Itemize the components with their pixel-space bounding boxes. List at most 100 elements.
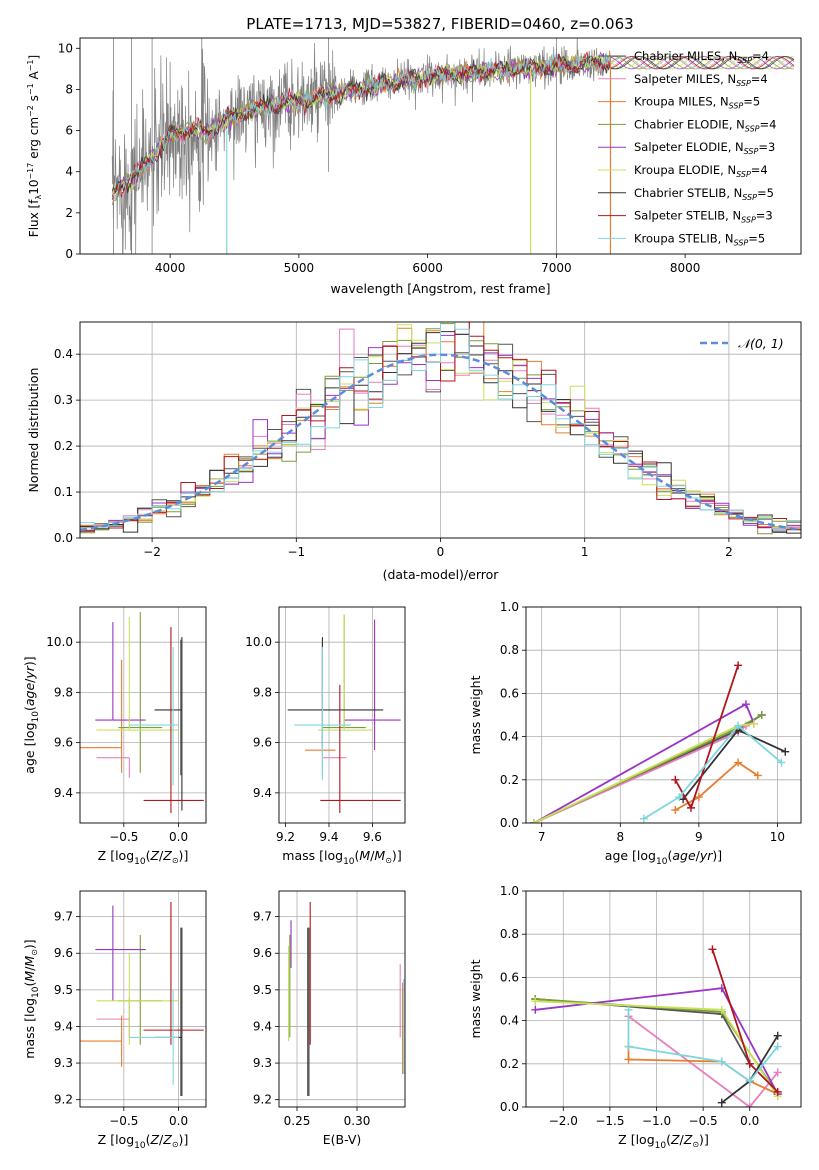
weight-marker bbox=[671, 806, 680, 815]
weight_vs_Z-ytick-label: 0.2 bbox=[500, 1057, 519, 1071]
residuals-ytick-label: 0.2 bbox=[54, 439, 73, 453]
mass_vs_Z-plot-area bbox=[80, 901, 204, 1097]
legend-entry: Chabrier ELODIE, NSSP=4 bbox=[634, 117, 776, 133]
mass_vs_Z-ytick-label: 9.5 bbox=[54, 983, 73, 997]
residuals-xtick-label: −1 bbox=[287, 545, 305, 559]
label-text: ] bbox=[183, 1132, 188, 1147]
spectrum-ytick-label: 4 bbox=[65, 165, 73, 179]
mass_vs_Z-ytick-label: 9.6 bbox=[54, 946, 73, 960]
ylabel-part: −1 bbox=[26, 59, 35, 71]
age_vs_mass-ytick-label: 9.4 bbox=[253, 786, 272, 800]
mass_vs_Z-ylabel: mass [log10(M/M⊙)] bbox=[22, 939, 41, 1058]
legend-sub: SSP bbox=[744, 147, 759, 156]
age_vs_Z-ytick-label: 10.0 bbox=[46, 635, 73, 649]
age_vs_Z-frame bbox=[79, 606, 207, 824]
weight-marker bbox=[773, 1031, 782, 1040]
spectrum-xtick-label: 5000 bbox=[284, 261, 315, 275]
weight_vs_age-xtick-label: 10 bbox=[770, 830, 785, 844]
spectrum-ylabel: Flux [fλ10−17 erg cm−2 s−1 A−1] bbox=[26, 55, 43, 237]
legend-sub: SSP bbox=[745, 124, 760, 133]
label-part: M bbox=[359, 848, 370, 863]
spectrum-ytick-label: 10 bbox=[58, 41, 73, 55]
label-sub: 10 bbox=[656, 857, 668, 867]
label-text: ( bbox=[667, 848, 672, 863]
label-part: Z bbox=[162, 1132, 172, 1147]
legend-entry: 𝒩(0, 1) bbox=[738, 336, 784, 351]
residuals-ytick-label: 0.3 bbox=[54, 393, 73, 407]
weight-marker bbox=[675, 793, 684, 802]
weight-marker bbox=[773, 1087, 782, 1096]
residuals-xtick-label: 2 bbox=[725, 545, 733, 559]
legend-base: Chabrier ELODIE, N bbox=[634, 117, 745, 131]
weight_vs_age-ytick-label: 0.8 bbox=[500, 643, 519, 657]
legend-sub: SSP bbox=[736, 170, 751, 179]
weight_vs_Z-ylabel: mass weight bbox=[468, 959, 483, 1038]
legend-base: Kroupa ELODIE, N bbox=[634, 163, 736, 177]
label-part: Z bbox=[149, 848, 159, 863]
weight_vs_age-ytick-label: 0.4 bbox=[500, 730, 519, 744]
weight_vs_age-ytick-label: 0.0 bbox=[500, 816, 519, 830]
weight-marker bbox=[742, 700, 750, 709]
mass_vs_ebv-ytick-label: 9.4 bbox=[253, 1019, 272, 1033]
weight_vs_age-plot-area bbox=[529, 661, 790, 823]
weight-marker bbox=[734, 661, 743, 670]
mass_vs_Z-ytick-label: 9.4 bbox=[54, 1019, 73, 1033]
weight-marker bbox=[531, 997, 540, 1006]
label-text: mass [log bbox=[22, 998, 37, 1059]
age_vs_Z-plot-area bbox=[80, 612, 204, 813]
weight-marker bbox=[639, 814, 648, 823]
residuals-xtick-label: 1 bbox=[581, 545, 589, 559]
label-part: ) bbox=[712, 848, 717, 863]
label-sub: 10 bbox=[655, 1141, 667, 1151]
mass_vs_ebv-xtick-label: 0.30 bbox=[344, 1114, 371, 1128]
ylabel-part: −17 bbox=[26, 163, 35, 180]
weight-marker bbox=[717, 1098, 726, 1107]
mass_vs_Z-frame bbox=[79, 890, 207, 1108]
weight-marker bbox=[773, 1042, 782, 1051]
label-text: ( bbox=[146, 1132, 151, 1147]
mass_vs_ebv-ytick-label: 9.5 bbox=[253, 983, 272, 997]
label-text: ] bbox=[183, 848, 188, 863]
weight_vs_age-ytick-label: 0.2 bbox=[500, 773, 519, 787]
label-text: ( bbox=[355, 848, 360, 863]
legend-tail: =3 bbox=[756, 209, 773, 223]
age_vs_mass-xtick-label: 9.2 bbox=[276, 830, 295, 844]
legend-base: Chabrier MILES, N bbox=[634, 49, 737, 63]
weight_vs_Z-xtick-label: −1.5 bbox=[595, 1114, 624, 1128]
weight-marker bbox=[753, 771, 762, 780]
legend-entry: Kroupa STELIB, NSSP=5 bbox=[634, 231, 765, 247]
legend-entry: Salpeter MILES, NSSP=4 bbox=[634, 72, 768, 88]
legend-tail: =5 bbox=[743, 95, 760, 109]
weight-marker bbox=[694, 793, 703, 802]
age_vs_mass-ytick-label: 10.0 bbox=[245, 635, 272, 649]
label-part: age bbox=[672, 848, 696, 863]
label-part: ) bbox=[179, 848, 184, 863]
residuals-xlabel: (data-model)/error bbox=[383, 567, 500, 582]
legend-sub: SSP bbox=[734, 238, 749, 247]
weight-marker bbox=[708, 945, 717, 954]
legend-tail: =5 bbox=[757, 186, 774, 200]
mass_vs_Z-panel: −0.5 0.09.29.39.49.59.69.7Z [log10(Z/Z⊙)]… bbox=[22, 890, 207, 1151]
weight-marker bbox=[734, 758, 743, 767]
weight_vs_age-frame bbox=[525, 606, 802, 824]
label-text: ( bbox=[666, 1132, 671, 1147]
weight_vs_age-xlabel: age [log10(age/yr)] bbox=[605, 848, 722, 867]
age_vs_mass-xtick-label: 9.4 bbox=[319, 830, 338, 844]
ylabel-part: −2 bbox=[26, 105, 35, 117]
weight-marker bbox=[745, 1077, 754, 1086]
mass_vs_Z-ytick-label: 9.3 bbox=[54, 1056, 73, 1070]
weight_vs_age-xtick-label: 7 bbox=[538, 830, 546, 844]
age_vs_Z-xtick-label: −0.5 bbox=[109, 830, 138, 844]
weight-line bbox=[627, 1015, 779, 1107]
age_vs_mass-plot-area bbox=[287, 614, 401, 813]
weight-marker bbox=[777, 758, 786, 767]
age_vs_Z-xlabel: Z [log10(Z/Z⊙)] bbox=[98, 848, 189, 867]
spectrum-xtick-label: 4000 bbox=[155, 261, 186, 275]
legend-tail: =4 bbox=[751, 163, 768, 177]
spectrum-xtick-label: 7000 bbox=[541, 261, 572, 275]
weight_vs_Z-xlabel: Z [log10(Z/Z⊙)] bbox=[618, 1132, 709, 1151]
label-part: yr bbox=[699, 848, 713, 863]
label-text: ( bbox=[22, 982, 37, 987]
label-text: age [log bbox=[605, 848, 656, 863]
